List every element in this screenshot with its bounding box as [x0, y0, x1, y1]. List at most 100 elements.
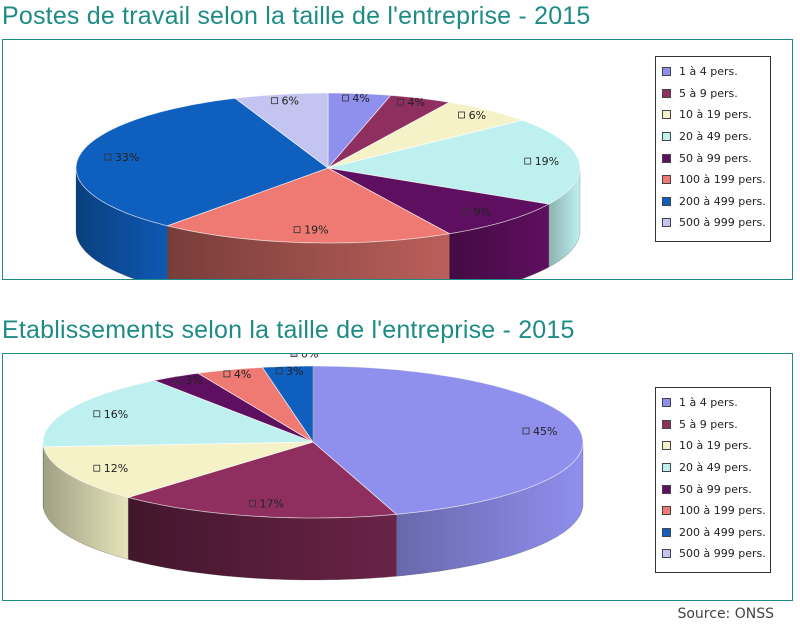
legend-swatch [662, 88, 671, 98]
data-label-group: 4% [223, 368, 251, 381]
legend-label: 10 à 19 pers. [679, 108, 752, 122]
legend-item: 20 à 49 pers. [662, 457, 764, 479]
data-label: 17% [260, 497, 284, 510]
data-label: 4% [352, 92, 369, 105]
data-label-swatch [174, 376, 182, 384]
legend-label: 100 à 199 pers. [679, 173, 766, 187]
legend-label: 5 à 9 pers. [679, 86, 738, 100]
legend-swatch [662, 67, 671, 77]
legend-label: 10 à 19 pers. [679, 439, 752, 453]
data-label-swatch [458, 111, 466, 119]
data-label-group: 4% [341, 92, 370, 105]
legend-label: 20 à 49 pers. [679, 130, 752, 144]
legend-swatch [662, 419, 671, 429]
legend-item: 500 à 999 pers. [662, 543, 766, 565]
pie-slice-200-499-pers- [75, 97, 329, 227]
legend-item: 200 à 499 pers. [662, 522, 766, 544]
data-label-swatch [223, 370, 231, 378]
pie-slice-200-499-pers- [261, 365, 314, 444]
legend-label: 20 à 49 pers. [679, 461, 752, 475]
chart-title-etablissements: Etablissements selon la taille de l'entr… [2, 316, 575, 344]
data-label: 3% [286, 365, 303, 378]
data-label-group: 6% [271, 95, 299, 108]
legend-label: 100 à 199 pers. [679, 504, 766, 518]
data-label-swatch [93, 410, 101, 418]
data-label: 4% [234, 368, 251, 381]
chart-frame-postes: 4% 4% 6% 19% 9% 19% 33% 6% 1 à 4 pers. 5 à 9 per… [2, 39, 793, 280]
legend-swatch [662, 218, 671, 228]
pie-slice-50-99-pers- [152, 372, 314, 443]
source-note: Source: ONSS [677, 606, 774, 622]
data-label: 6% [282, 95, 299, 108]
legend-label: 1 à 4 pers. [679, 65, 738, 79]
data-label: 16% [104, 408, 128, 421]
pie-slice-100-199-pers- [196, 366, 314, 443]
legend-item: 100 à 199 pers. [662, 169, 766, 191]
data-label-swatch [249, 499, 256, 507]
legend-label: 5 à 9 pers. [679, 417, 738, 431]
legend-item: 1 à 4 pers. [662, 392, 764, 414]
data-label-group: 12% [93, 462, 128, 475]
pie-slice-20-49-pers- [42, 380, 314, 448]
legend-item: 5 à 9 pers. [662, 414, 764, 436]
data-label-swatch [463, 208, 471, 215]
data-label-group: 6% [458, 109, 486, 122]
pie-slice-100-199-pers- [166, 167, 451, 244]
data-label-swatch [522, 427, 530, 435]
legend-item: 50 à 99 pers. [662, 147, 764, 169]
pie-slice-20-49-pers- [327, 119, 581, 205]
legend-label: 200 à 499 pers. [679, 194, 766, 208]
pie-slice-500-999-pers- [234, 92, 329, 169]
data-label-swatch [93, 464, 101, 472]
legend-postes: 1 à 4 pers. 5 à 9 pers. 10 à 19 pers. 20 à … [655, 56, 771, 242]
legend-swatch [662, 132, 671, 142]
data-label-swatch [524, 157, 532, 165]
data-label: 3% [185, 374, 202, 387]
pie-slice-10-19-pers- [327, 101, 524, 169]
data-label-swatch [104, 153, 112, 161]
data-label: 0% [301, 354, 318, 361]
data-label-swatch [271, 97, 278, 105]
pie-slice-10-19-pers- [42, 441, 314, 498]
data-label-swatch [275, 367, 283, 375]
legend-swatch [662, 506, 671, 516]
data-label-group: 16% [93, 408, 128, 421]
legend-item: 10 à 19 pers. [662, 104, 764, 126]
data-label: 9% [474, 206, 491, 219]
legend-item: 200 à 499 pers. [662, 191, 766, 213]
data-label-swatch [290, 354, 298, 357]
data-label: 4% [408, 96, 425, 109]
legend-swatch [662, 527, 671, 537]
data-label-group: 3% [275, 365, 304, 378]
pie-slice-1-4-pers- [312, 365, 584, 515]
legend-swatch [662, 196, 671, 206]
data-label-group: 45% [522, 425, 557, 438]
pie-slice-50-99-pers- [327, 167, 551, 235]
legend-item: 20 à 49 pers. [662, 126, 764, 148]
data-label-group: 17% [249, 497, 284, 510]
legend-item: 1 à 4 pers. [662, 61, 764, 83]
legend-label: 500 à 999 pers. [679, 216, 766, 230]
legend-swatch [662, 153, 671, 163]
data-label-swatch [341, 94, 349, 102]
data-label-group: 9% [463, 206, 491, 219]
legend-label: 50 à 99 pers. [679, 151, 752, 165]
pie-chart-postes: 4% 4% 6% 19% 9% 19% 33% 6% [75, 92, 581, 279]
legend-swatch [662, 175, 671, 185]
chart-frame-etablissements: 45% 17% 12% 16% 3% 4% 3% 0% 1 à 4 pers. 5 à 9 pe… [2, 353, 793, 601]
data-label-group: 4% [397, 96, 425, 109]
data-label-group: 19% [524, 155, 559, 168]
data-label: 33% [115, 151, 139, 164]
data-label-swatch [397, 98, 404, 106]
legend-item: 50 à 99 pers. [662, 478, 764, 500]
legend-item: 10 à 19 pers. [662, 435, 764, 457]
legend-label: 50 à 99 pers. [679, 482, 752, 496]
legend-label: 500 à 999 pers. [679, 547, 766, 561]
legend-swatch [662, 549, 671, 559]
legend-label: 1 à 4 pers. [679, 396, 738, 410]
legend-swatch [662, 463, 671, 473]
data-label-group: 3% [174, 374, 203, 387]
data-label: 45% [533, 425, 557, 438]
pie-side-20-49-pers- [42, 442, 44, 509]
pie-chart-etablissements: 45% 17% 12% 16% 3% 4% 3% 0% [42, 354, 584, 581]
